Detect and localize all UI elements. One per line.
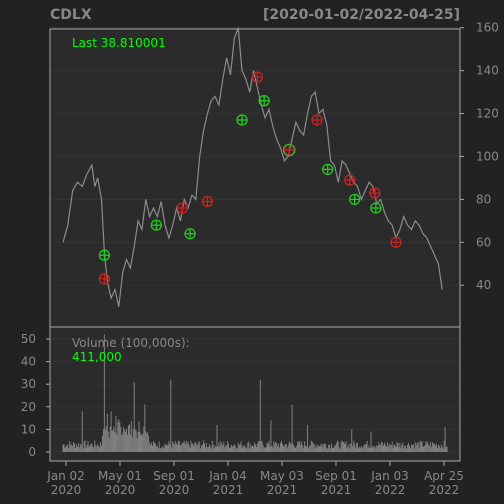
price-line (62, 27, 443, 307)
volume-last-label: 411,000 (72, 350, 122, 364)
sell-signal-marker (390, 236, 402, 248)
volume-y-tick-label: 40 (21, 355, 36, 369)
sell-signal-marker (369, 187, 381, 199)
x-tick-label-year: 2021 (267, 483, 298, 497)
x-tick-label-date: May 03 (260, 469, 304, 483)
price-y-tick-label: 120 (476, 107, 499, 121)
x-tick-label-date: Sep 01 (153, 469, 195, 483)
x-tick-label-date: Apr 25 (424, 469, 464, 483)
x-tick-label-year: 2022 (429, 483, 460, 497)
volume-y-axis: 0 10 20 30 40 50 (21, 332, 50, 459)
volume-title: Volume (100,000s): (72, 336, 190, 350)
sell-signal-marker (311, 114, 323, 126)
buy-signal-marker (98, 249, 111, 261)
volume-y-tick-label: 20 (21, 400, 36, 414)
volume-y-tick-label: 0 (28, 445, 36, 459)
sell-signal-marker (98, 273, 111, 285)
signal-markers (98, 71, 402, 285)
buy-signal-marker (236, 114, 248, 126)
price-y-axis: 40 60 80 100 120 140 160 (460, 21, 499, 292)
buy-signal-marker (258, 95, 270, 107)
x-tick-label-date: Sep 01 (315, 469, 357, 483)
sell-signal-marker (201, 195, 214, 208)
price-grid (51, 27, 459, 286)
x-tick-label-year: 2020 (51, 483, 82, 497)
x-tick-label-date: May 01 (98, 469, 142, 483)
sell-signal-marker (344, 174, 356, 186)
price-y-tick-label: 80 (476, 192, 491, 206)
price-y-tick-label: 40 (476, 278, 491, 292)
buy-signal-marker (370, 202, 382, 214)
sell-signal-marker (176, 202, 189, 214)
volume-y-tick-label: 10 (21, 422, 36, 436)
signal-circle-outer (282, 143, 296, 157)
price-y-tick-label: 100 (476, 149, 499, 163)
buy-signal-marker (322, 163, 334, 176)
buy-signal-marker (150, 219, 163, 231)
x-tick-label-year: 2021 (213, 483, 244, 497)
price-panel (49, 28, 461, 328)
price-y-tick-label: 60 (476, 235, 491, 249)
last-price-label: Last 38.810001 (72, 36, 166, 50)
x-tick-label-date: Jan 02 (46, 469, 85, 483)
x-tick-label-date: Jan 03 (370, 469, 409, 483)
price-y-tick-label: 160 (476, 21, 499, 35)
volume-y-tick-label: 30 (21, 377, 36, 391)
both-signal-marker (282, 143, 296, 157)
x-tick-label-year: 2020 (159, 483, 190, 497)
x-tick-label-year: 2021 (321, 483, 352, 497)
price-y-tick-label: 140 (476, 64, 499, 78)
sell-signal-marker (251, 71, 264, 83)
price-line-group (62, 27, 443, 307)
date-range: [2020-01-02/2022-04-25] (263, 7, 460, 23)
buy-signal-marker (348, 193, 361, 206)
buy-signal-marker (184, 228, 196, 240)
x-tick-label-date: Jan 04 (208, 469, 247, 483)
x-tick-label-year: 2022 (375, 483, 406, 497)
volume-y-tick-label: 50 (21, 332, 36, 346)
x-tick-label-year: 2020 (105, 483, 136, 497)
volume-bars (62, 334, 448, 452)
chart-title: CDLX (50, 7, 92, 23)
